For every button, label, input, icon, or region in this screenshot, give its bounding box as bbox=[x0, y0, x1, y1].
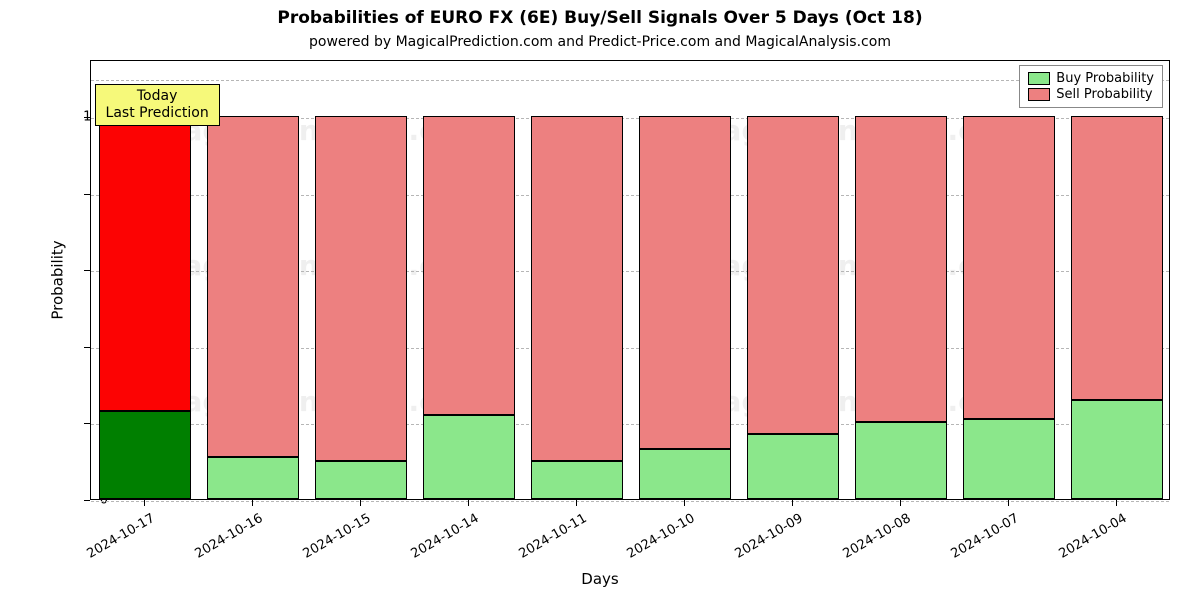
sell-bar bbox=[855, 116, 948, 422]
x-tick-label: 2024-10-04 bbox=[1057, 511, 1130, 562]
buy-bar bbox=[423, 415, 516, 499]
x-tick-label: 2024-10-16 bbox=[193, 511, 266, 562]
legend-item: Buy Probability bbox=[1028, 71, 1154, 86]
x-tick-label: 2024-10-14 bbox=[409, 511, 482, 562]
legend-swatch bbox=[1028, 72, 1050, 85]
bar-group bbox=[1071, 59, 1164, 499]
today-annotation-line: Today bbox=[106, 88, 209, 105]
x-axis-labels: 2024-10-172024-10-162024-10-152024-10-14… bbox=[90, 503, 1170, 573]
sell-bar bbox=[423, 116, 516, 414]
buy-bar bbox=[531, 461, 624, 499]
sell-bar bbox=[747, 116, 840, 434]
buy-bar bbox=[639, 449, 732, 499]
legend-label: Sell Probability bbox=[1056, 87, 1152, 102]
buy-bar bbox=[99, 411, 192, 499]
x-tick-label: 2024-10-15 bbox=[301, 511, 374, 562]
buy-bar bbox=[207, 457, 300, 499]
chart-figure: Probabilities of EURO FX (6E) Buy/Sell S… bbox=[0, 0, 1200, 600]
sell-bar bbox=[1071, 116, 1164, 399]
legend-item: Sell Probability bbox=[1028, 87, 1154, 102]
bar-group bbox=[963, 59, 1056, 499]
sell-bar bbox=[963, 116, 1056, 418]
today-annotation-line: Last Prediction bbox=[106, 105, 209, 122]
bar-group bbox=[423, 59, 516, 499]
today-annotation: TodayLast Prediction bbox=[95, 84, 220, 126]
chart-subtitle: powered by MagicalPrediction.com and Pre… bbox=[0, 34, 1200, 50]
x-tick-label: 2024-10-10 bbox=[625, 511, 698, 562]
buy-bar bbox=[855, 422, 948, 499]
plot-area: MagicalAnalysis.comMagicalAnalysis.comMa… bbox=[90, 60, 1170, 500]
bars-layer bbox=[91, 61, 1169, 499]
bar-group bbox=[531, 59, 624, 499]
sell-bar bbox=[207, 116, 300, 457]
legend-swatch bbox=[1028, 88, 1050, 101]
buy-bar bbox=[963, 419, 1056, 499]
buy-bar bbox=[1071, 400, 1164, 499]
x-tick-label: 2024-10-07 bbox=[949, 511, 1022, 562]
x-tick-label: 2024-10-08 bbox=[841, 511, 914, 562]
bar-group bbox=[747, 59, 840, 499]
bar-group bbox=[207, 59, 300, 499]
chart-title: Probabilities of EURO FX (6E) Buy/Sell S… bbox=[0, 8, 1200, 28]
y-tick-mark bbox=[84, 500, 90, 501]
y-axis-label: Probability bbox=[49, 240, 67, 319]
sell-bar bbox=[99, 116, 192, 411]
x-tick-label: 2024-10-11 bbox=[517, 511, 590, 562]
bar-group bbox=[639, 59, 732, 499]
buy-bar bbox=[747, 434, 840, 499]
bar-group bbox=[315, 59, 408, 499]
buy-bar bbox=[315, 461, 408, 499]
legend-label: Buy Probability bbox=[1056, 71, 1154, 86]
x-tick-label: 2024-10-17 bbox=[85, 511, 158, 562]
sell-bar bbox=[315, 116, 408, 460]
bar-group bbox=[855, 59, 948, 499]
x-tick-label: 2024-10-09 bbox=[733, 511, 806, 562]
sell-bar bbox=[639, 116, 732, 449]
sell-bar bbox=[531, 116, 624, 460]
legend: Buy ProbabilitySell Probability bbox=[1019, 65, 1163, 108]
x-axis-label: Days bbox=[0, 570, 1200, 588]
